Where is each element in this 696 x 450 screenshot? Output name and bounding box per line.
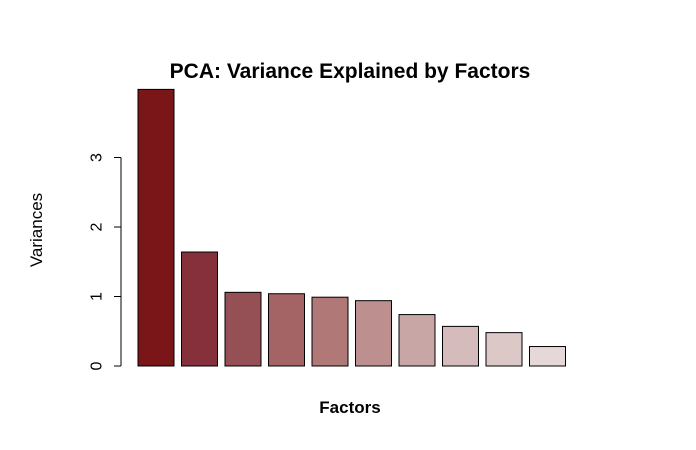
y-tick-label: 0: [89, 361, 106, 370]
y-tick-label: 1: [89, 292, 106, 301]
x-axis-label: Factors: [319, 398, 380, 417]
chart-title: PCA: Variance Explained by Factors: [170, 60, 531, 83]
bar-factor-10: [529, 346, 566, 367]
bars: [137, 88, 566, 367]
bar-factor-6: [355, 300, 392, 367]
bar-factor-4: [268, 293, 305, 367]
y-axis-label: Variances: [27, 193, 46, 267]
bar-factor-3: [224, 291, 262, 367]
y-tick-label: 2: [89, 222, 106, 231]
bar-factor-9: [485, 332, 523, 367]
bar-factor-8: [442, 325, 479, 367]
bar-factor-2: [181, 251, 218, 367]
y-axis: 0 1 2 3: [89, 153, 122, 370]
y-tick-label: 3: [89, 153, 106, 162]
bar-factor-5: [311, 296, 349, 367]
bar-factor-1: [137, 88, 175, 367]
bar-factor-7: [398, 314, 436, 367]
